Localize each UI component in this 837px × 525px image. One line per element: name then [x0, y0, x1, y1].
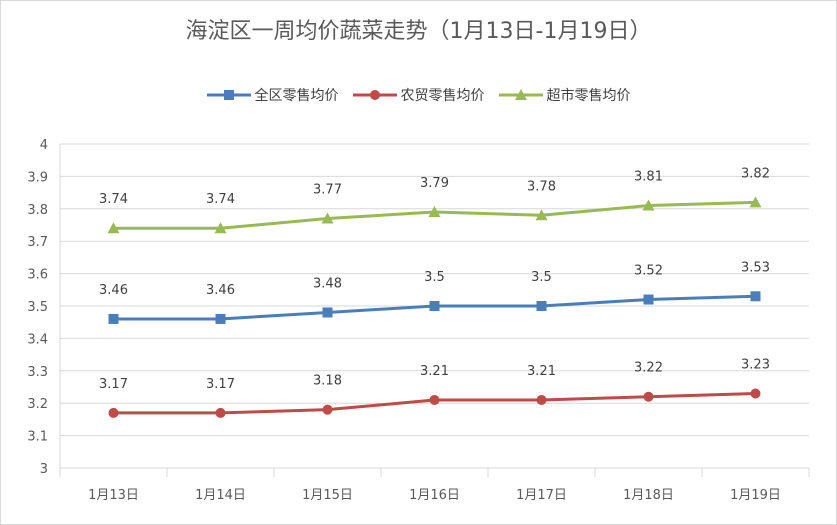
x-tick-label: 1月17日	[516, 488, 567, 503]
data-label: 3.77	[313, 183, 342, 198]
y-tick-label: 4	[40, 138, 48, 153]
x-tick-label: 1月16日	[409, 488, 460, 503]
legend-label: 超市零售均价	[546, 88, 631, 104]
y-tick-label: 3	[40, 462, 48, 477]
data-point	[322, 307, 333, 318]
data-label: 3.17	[99, 377, 128, 392]
data-point	[535, 209, 548, 221]
legend-marker-square	[206, 90, 251, 100]
data-label: 3.5	[531, 270, 552, 285]
data-label: 3.52	[634, 264, 663, 279]
data-label: 3.21	[527, 364, 556, 379]
y-tick-label: 3.9	[27, 170, 48, 185]
y-tick-label: 3.4	[27, 332, 48, 347]
x-tick-label: 1月18日	[623, 488, 674, 503]
data-label: 3.46	[99, 283, 128, 298]
data-point	[429, 394, 440, 405]
data-label: 3.23	[741, 357, 770, 372]
data-label: 3.74	[99, 192, 128, 207]
data-point	[321, 212, 334, 224]
y-tick-label: 3.3	[27, 365, 48, 380]
data-label: 3.78	[527, 179, 556, 194]
data-point	[108, 313, 119, 324]
data-label: 3.5	[424, 270, 445, 285]
data-point	[322, 404, 333, 415]
legend-item-0: 全区零售均价	[206, 85, 339, 105]
x-tick-label: 1月14日	[195, 488, 246, 503]
data-point	[429, 301, 440, 311]
legend-label: 农贸零售均价	[400, 88, 485, 104]
legend-item-2: 超市零售均价	[498, 85, 631, 105]
x-tick-label: 1月19日	[730, 488, 781, 503]
chart-title: 海淀区一周均价蔬菜走势（1月13日-1月19日）	[185, 19, 652, 44]
legend-item-1: 农贸零售均价	[352, 85, 485, 105]
data-point	[107, 222, 120, 234]
data-label: 3.82	[741, 166, 770, 181]
data-label: 3.74	[206, 192, 235, 207]
y-tick-label: 3.5	[27, 300, 48, 315]
data-point	[215, 407, 226, 418]
y-tick-label: 3.8	[27, 203, 48, 218]
y-tick-label: 3.7	[27, 235, 48, 250]
data-label: 3.18	[313, 374, 342, 389]
data-label: 3.17	[206, 377, 235, 392]
data-point	[215, 313, 226, 324]
data-point	[214, 222, 227, 234]
data-label: 3.46	[206, 283, 235, 298]
x-tick-label: 1月15日	[302, 488, 353, 503]
legend-label: 全区零售均价	[254, 88, 339, 104]
y-tick-label: 3.2	[27, 397, 48, 412]
data-label: 3.81	[634, 170, 663, 185]
legend-marker-triangle	[498, 89, 543, 100]
legend: 全区零售均价 农贸零售均价 超市零售均价	[1, 85, 836, 105]
data-point	[108, 407, 119, 418]
data-label: 3.48	[313, 276, 342, 291]
data-label: 3.53	[741, 260, 770, 275]
data-point	[643, 391, 654, 402]
data-point	[749, 196, 762, 208]
y-tick-label: 3.6	[27, 268, 48, 283]
data-point	[750, 388, 761, 399]
data-point	[536, 301, 547, 311]
legend-marker-circle	[352, 90, 397, 100]
data-point	[536, 394, 547, 405]
data-point	[428, 206, 441, 218]
data-point	[750, 291, 761, 302]
y-tick-label: 3.1	[27, 430, 48, 445]
data-point	[643, 294, 654, 305]
x-tick-label: 1月13日	[88, 488, 139, 503]
data-label: 3.79	[420, 176, 449, 191]
data-point	[642, 199, 655, 211]
data-label: 3.22	[634, 361, 663, 376]
data-label: 3.21	[420, 364, 449, 379]
